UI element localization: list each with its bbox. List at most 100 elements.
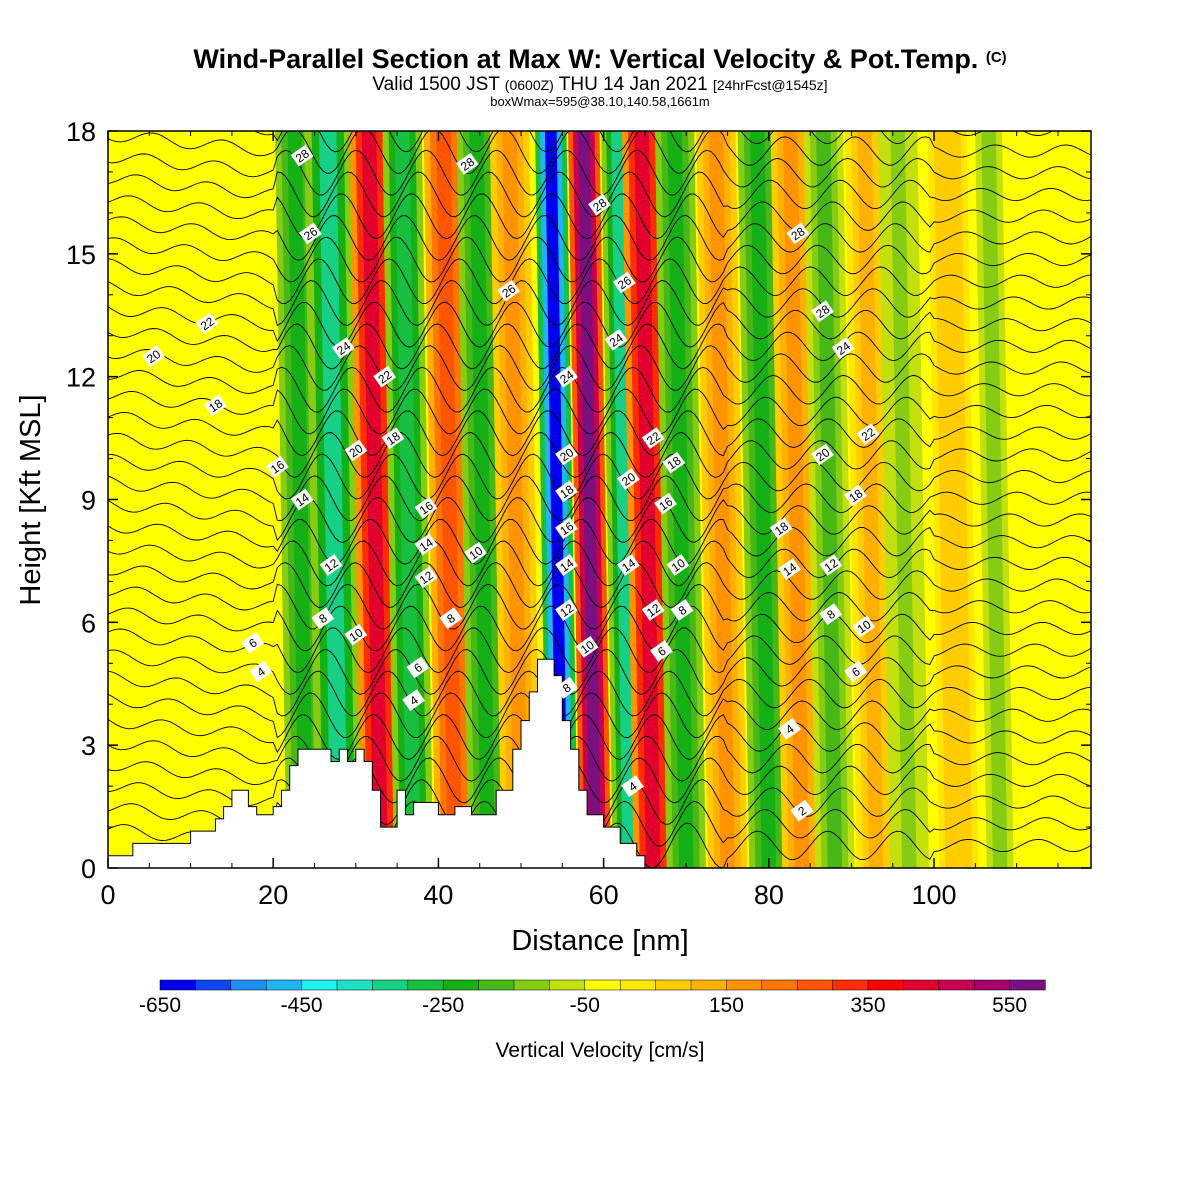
- colorbar-swatch: [690, 979, 728, 991]
- contour-label-4: 28: [811, 300, 834, 323]
- contour-label-bg: [414, 533, 438, 556]
- x-axis-label: Distance [nm]: [511, 925, 688, 957]
- contour-label-bg: [844, 660, 867, 683]
- colorbar-swatch: [938, 979, 975, 991]
- colorbar-tick-label: -50: [570, 994, 600, 1017]
- colorbar-swatch: [265, 979, 303, 991]
- contour-label-bg: [265, 455, 289, 478]
- colorbar-swatch: [195, 979, 232, 991]
- theta-contour-13: [108, 540, 1091, 587]
- contour-label-bg: [402, 689, 425, 711]
- contour-label-22: 18: [381, 427, 405, 449]
- contour-label-bg: [575, 636, 599, 658]
- contour-label-26: 18: [844, 484, 867, 507]
- velocity-band-17-layer-2: [890, 131, 917, 868]
- contour-label-38: 12: [555, 599, 578, 621]
- contour-label-39: 12: [641, 599, 665, 621]
- contour-label-bg: [204, 394, 227, 417]
- contour-label-bg: [617, 468, 640, 490]
- contour-label-bg: [831, 337, 855, 359]
- contour-label-1: 28: [455, 152, 479, 175]
- colorbar-swatch: [407, 979, 444, 991]
- contour-label-9: 22: [373, 365, 397, 388]
- contour-label-18: 20: [555, 443, 578, 466]
- theta-contour-20: [108, 388, 1091, 435]
- velocity-band-11-layer-2: [667, 131, 694, 868]
- contour-label-56: 4: [402, 689, 425, 711]
- contour-label-bg: [241, 631, 264, 654]
- colorbar-swatch: [549, 979, 586, 991]
- contour-label-bg: [439, 607, 463, 630]
- contour-label-16: 20: [142, 345, 165, 368]
- velocity-band-8-layer-2: [578, 131, 602, 868]
- contour-label-34: 14: [617, 554, 640, 576]
- contour-label-30: 16: [654, 492, 677, 515]
- contour-label-25: 18: [769, 517, 793, 540]
- contour-label-23: 18: [555, 480, 578, 503]
- contour-label-bg: [819, 554, 843, 576]
- contour-label-29: 16: [555, 517, 578, 540]
- velocity-band-13-layer-2: [750, 131, 777, 868]
- contour-label-52: 6: [406, 656, 430, 679]
- theta-contour-31: [108, 149, 1091, 196]
- contour-label-bg: [142, 345, 165, 368]
- y-tick-label: 9: [81, 486, 96, 516]
- x-tick-label: 60: [589, 880, 619, 910]
- contour-label-11: 22: [856, 423, 880, 445]
- y-axis-label: Height [Kft MSL]: [15, 394, 47, 605]
- theta-contour-26: [108, 258, 1091, 304]
- colorbar-swatch: [1009, 979, 1046, 991]
- contour-label-bg: [497, 279, 520, 302]
- axes: 0 20 40 60 80 100 0 3 6 9 12 15 18: [66, 117, 1091, 910]
- chart-subtitle: Valid 1500 JST (0600Z) THU 14 Jan 2021 […: [372, 74, 828, 95]
- contour-label-12: 24: [332, 337, 355, 359]
- colorbar-swatch: [301, 979, 338, 991]
- x-tick-label: 20: [258, 880, 288, 910]
- x-tick-label: 100: [912, 880, 957, 910]
- contour-label-58: 4: [778, 717, 801, 740]
- theta-contour-9: [108, 627, 1091, 674]
- contour-label-bg: [662, 451, 686, 474]
- theta-contour-19: [108, 410, 1091, 457]
- colorbar-label: Vertical Velocity [cm/s]: [496, 1039, 705, 1062]
- colorbar-swatch: [903, 979, 940, 991]
- contour-label-bg: [617, 554, 640, 576]
- theta-contour-32: [108, 131, 1091, 174]
- colorbar-swatch: [442, 979, 480, 991]
- contour-label-42: 10: [344, 623, 368, 646]
- contour-label-50: 8: [819, 603, 843, 625]
- colorbar-tick-label: -450: [281, 994, 323, 1017]
- colorbar-swatch: [619, 979, 657, 991]
- theta-contour-4: [108, 736, 1091, 782]
- theta-contour-23: [108, 323, 1091, 370]
- chart-title: Wind-Parallel Section at Max W: Vertical…: [193, 44, 1007, 74]
- colorbar: -650 -450 -250 -50 150 350 550: [139, 979, 1046, 1017]
- velocity-band-14-layer-2: [783, 131, 810, 868]
- contour-label-46: 8: [311, 607, 335, 630]
- contour-label-57: 4: [621, 775, 644, 797]
- contour-label-bg: [319, 554, 343, 576]
- contour-label-47: 8: [439, 607, 463, 630]
- contour-label-44: 10: [666, 554, 690, 576]
- contour-label-28: 16: [414, 496, 438, 519]
- contour-label-bg: [621, 775, 644, 797]
- contour-label-bg: [332, 337, 355, 359]
- contour-label-53: 6: [650, 640, 673, 662]
- colorbar-swatch: [513, 979, 551, 991]
- contour-label-14: 24: [604, 328, 628, 351]
- velocity-band-6-layer-2: [502, 131, 529, 868]
- contour-label-bg: [406, 656, 430, 679]
- contour-label-48: 8: [555, 676, 578, 699]
- contour-label-bg: [811, 300, 834, 323]
- x-tick-label: 0: [100, 880, 115, 910]
- theta-contour-11: [108, 583, 1091, 630]
- velocity-band-3-layer-2: [394, 131, 421, 868]
- contour-label-27: 16: [265, 455, 289, 478]
- contour-label-bg: [381, 427, 405, 449]
- contour-label-36: 12: [319, 554, 343, 576]
- contour-label-bg: [641, 427, 665, 449]
- theta-contour-33: [253, 131, 1054, 153]
- velocity-band-1-layer-2: [319, 131, 348, 868]
- contour-label-bg: [464, 541, 487, 564]
